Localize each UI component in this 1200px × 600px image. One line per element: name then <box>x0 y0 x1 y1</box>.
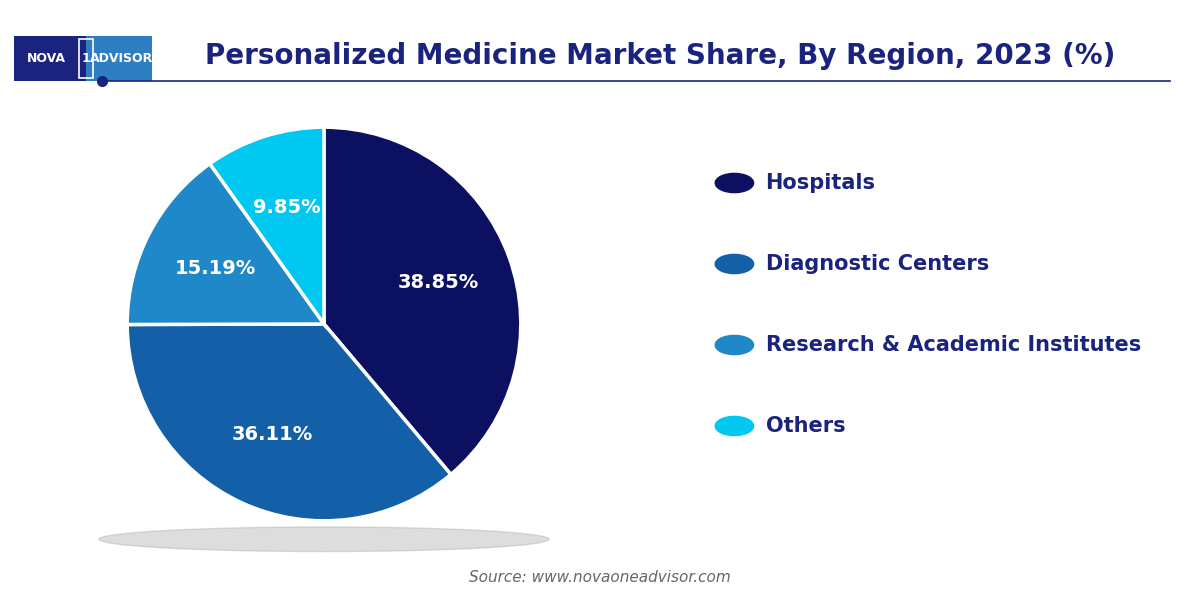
Text: Others: Others <box>766 416 845 436</box>
Text: Source: www.novaoneadvisor.com: Source: www.novaoneadvisor.com <box>469 570 731 585</box>
Text: NOVA: NOVA <box>26 52 66 65</box>
Text: 38.85%: 38.85% <box>398 272 479 292</box>
Bar <box>79 40 94 77</box>
Wedge shape <box>324 127 521 475</box>
Text: 36.11%: 36.11% <box>232 425 313 444</box>
Wedge shape <box>127 324 451 521</box>
Wedge shape <box>210 127 324 324</box>
Bar <box>14 36 86 81</box>
Text: ADVISOR: ADVISOR <box>90 52 154 65</box>
Text: 15.19%: 15.19% <box>175 259 256 278</box>
Text: Personalized Medicine Market Share, By Region, 2023 (%): Personalized Medicine Market Share, By R… <box>205 42 1115 70</box>
Text: Hospitals: Hospitals <box>766 173 876 193</box>
Text: 1: 1 <box>82 52 90 65</box>
Ellipse shape <box>98 527 550 551</box>
Text: Research & Academic Institutes: Research & Academic Institutes <box>766 335 1141 355</box>
Wedge shape <box>127 164 324 325</box>
Bar <box>86 36 152 81</box>
Text: Diagnostic Centers: Diagnostic Centers <box>766 254 989 274</box>
Text: 9.85%: 9.85% <box>253 198 320 217</box>
